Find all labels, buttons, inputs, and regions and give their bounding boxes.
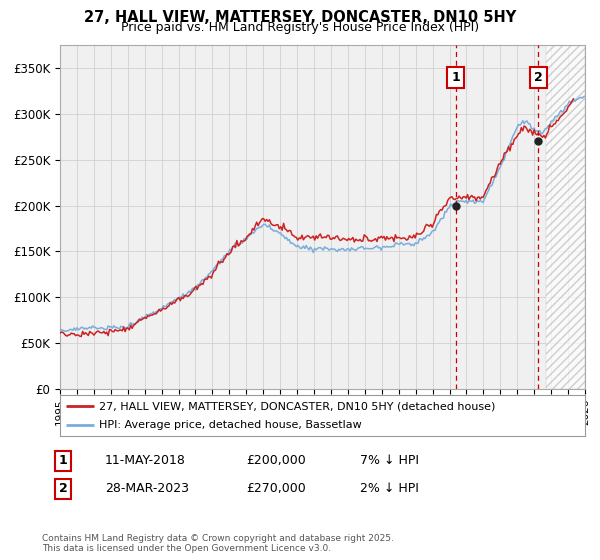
Text: HPI: Average price, detached house, Bassetlaw: HPI: Average price, detached house, Bass… <box>100 420 362 430</box>
Text: £200,000: £200,000 <box>246 454 306 468</box>
Text: 27, HALL VIEW, MATTERSEY, DONCASTER, DN10 5HY: 27, HALL VIEW, MATTERSEY, DONCASTER, DN1… <box>84 10 516 25</box>
Text: 1: 1 <box>59 454 67 468</box>
Text: 2% ↓ HPI: 2% ↓ HPI <box>360 482 419 496</box>
Text: 7% ↓ HPI: 7% ↓ HPI <box>360 454 419 468</box>
Text: 1: 1 <box>451 71 460 84</box>
Text: Price paid vs. HM Land Registry's House Price Index (HPI): Price paid vs. HM Land Registry's House … <box>121 21 479 34</box>
Text: £270,000: £270,000 <box>246 482 306 496</box>
Text: Contains HM Land Registry data © Crown copyright and database right 2025.
This d: Contains HM Land Registry data © Crown c… <box>42 534 394 553</box>
Text: 2: 2 <box>59 482 67 496</box>
Text: 11-MAY-2018: 11-MAY-2018 <box>105 454 186 468</box>
Text: 27, HALL VIEW, MATTERSEY, DONCASTER, DN10 5HY (detached house): 27, HALL VIEW, MATTERSEY, DONCASTER, DN1… <box>100 402 496 411</box>
Text: 2: 2 <box>534 71 542 84</box>
Text: 28-MAR-2023: 28-MAR-2023 <box>105 482 189 496</box>
